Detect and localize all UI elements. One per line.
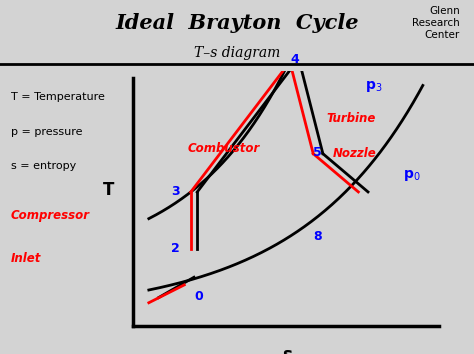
Text: Turbine: Turbine (326, 112, 375, 125)
Text: p = pressure: p = pressure (10, 127, 82, 137)
Text: 4: 4 (291, 52, 300, 65)
Text: 2: 2 (172, 242, 180, 255)
Text: p$_3$: p$_3$ (365, 79, 382, 94)
Text: Compressor: Compressor (10, 210, 90, 222)
Text: Combustor: Combustor (188, 142, 260, 155)
Text: s = entropy: s = entropy (10, 161, 76, 171)
Text: s: s (283, 346, 292, 354)
Text: 5: 5 (313, 146, 322, 159)
Text: p$_0$: p$_0$ (403, 168, 421, 183)
Text: Nozzle: Nozzle (333, 148, 376, 160)
Text: 3: 3 (172, 184, 180, 198)
Text: Inlet: Inlet (10, 252, 41, 265)
Text: T–s diagram: T–s diagram (194, 46, 280, 60)
Text: Ideal  Brayton  Cycle: Ideal Brayton Cycle (115, 13, 359, 33)
Text: T: T (103, 181, 115, 199)
Text: Glenn
Research
Center: Glenn Research Center (412, 6, 460, 40)
Text: 8: 8 (313, 230, 322, 243)
Text: T = Temperature: T = Temperature (10, 92, 104, 102)
Text: 0: 0 (194, 290, 203, 303)
